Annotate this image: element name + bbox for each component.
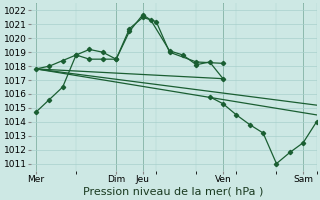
- X-axis label: Pression niveau de la mer( hPa ): Pression niveau de la mer( hPa ): [84, 187, 264, 197]
